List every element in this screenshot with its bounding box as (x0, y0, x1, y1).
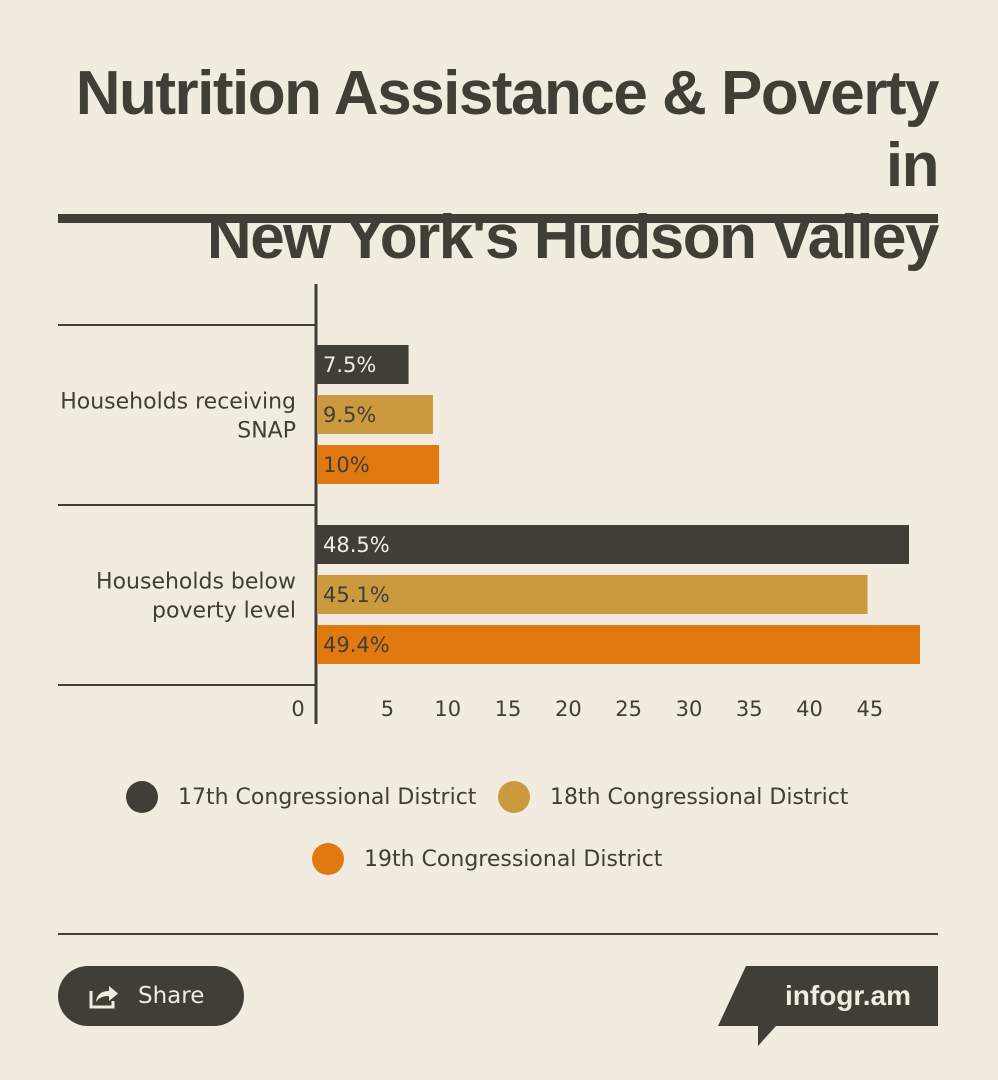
data-label-s0-c1: 48.5% (323, 533, 390, 557)
share-button[interactable]: Share (58, 966, 244, 1026)
category-label-0-line-0: Households receiving (60, 390, 296, 415)
bar-s1-c0 (317, 395, 433, 434)
x-tick-label-15: 15 (495, 697, 522, 721)
data-label-s2-c1: 49.4% (323, 633, 390, 657)
category-label-1-line-1: poverty level (152, 599, 296, 624)
x-tick-label-5: 5 (381, 697, 394, 721)
legend-label-19th: 19th Congressional District (364, 846, 663, 872)
bar-s2-c1 (317, 625, 920, 664)
x-tick-label-35: 35 (736, 697, 763, 721)
bar-s0-c1 (317, 525, 910, 564)
bar-s2-c0 (317, 445, 440, 484)
x-tick-label-30: 30 (676, 697, 703, 721)
x-tick-label-40: 40 (796, 697, 823, 721)
legend-label-17th: 17th Congressional District (178, 784, 477, 810)
bar-s1-c1 (317, 575, 868, 614)
legend-item-19th: 19th Congressional District (312, 843, 662, 875)
footer-rule (58, 933, 938, 935)
data-label-s1-c1: 45.1% (323, 583, 390, 607)
title-line-1: Nutrition Assistance & Poverty in (75, 59, 940, 200)
infogram-logo-link[interactable]: infogr.am (718, 966, 938, 1046)
legend-item-17th: 17th Congressional District (126, 781, 476, 813)
x-tick-label-25: 25 (615, 697, 642, 721)
title-rule (58, 214, 938, 223)
legend-label-18th: 18th Congressional District (550, 784, 849, 810)
brand-banner-shape (718, 966, 938, 1046)
category-label-1-line-0: Households below (96, 570, 296, 595)
category-label-0-line-1: SNAP (237, 419, 296, 444)
x-tick-label-45: 45 (856, 697, 883, 721)
data-label-s2-c0: 10% (323, 453, 370, 477)
share-label: Share (138, 983, 205, 1009)
x-tick-label-0: 0 (291, 697, 304, 721)
legend-swatch-17th (126, 781, 158, 813)
x-tick-label-10: 10 (434, 697, 461, 721)
legend-swatch-19th (312, 843, 344, 875)
bar-s0-c0 (317, 345, 409, 384)
share-arrow-icon (89, 986, 118, 1009)
legend-item-18th: 18th Congressional District (498, 781, 848, 813)
data-label-s1-c0: 9.5% (323, 403, 376, 427)
data-label-s0-c0: 7.5% (323, 353, 376, 377)
brand-label: infogr.am (784, 980, 911, 1011)
x-tick-label-20: 20 (555, 697, 582, 721)
legend-swatch-18th (498, 781, 530, 813)
bar-chart: Households receiving SNAP Households below… (58, 284, 920, 724)
